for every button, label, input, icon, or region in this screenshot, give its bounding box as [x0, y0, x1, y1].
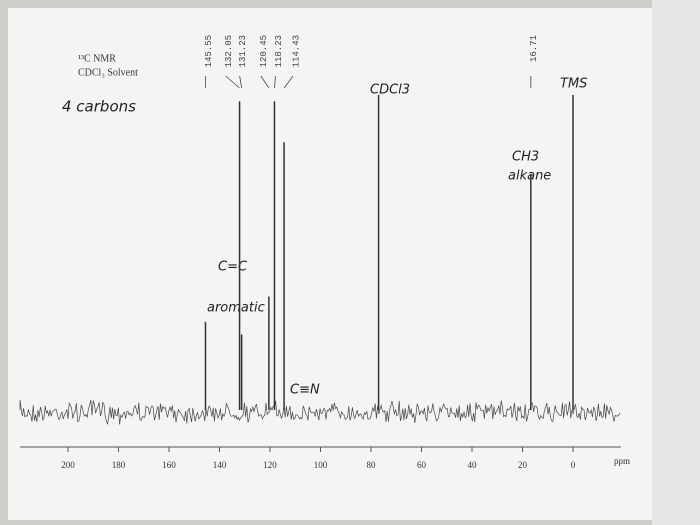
peak-label-leader	[225, 75, 240, 89]
peak-label-leader	[274, 75, 276, 89]
annotation: alkane	[508, 169, 551, 184]
x-tick-label: 180	[112, 460, 126, 470]
peak-label: 118.23	[274, 35, 284, 67]
x-tick-label: 0	[571, 460, 576, 470]
x-tick-label: 140	[213, 460, 227, 470]
peak-label: 131.23	[238, 35, 248, 67]
chart-subtitle: CDCl₃ Solvent	[78, 67, 138, 78]
peak-label: 120.45	[259, 35, 269, 67]
x-tick-label: 200	[61, 460, 75, 470]
peak-label: 114.43	[291, 35, 301, 67]
x-tick-label: 160	[162, 460, 176, 470]
x-tick-label: 20	[518, 460, 528, 470]
x-axis-label: ppm	[614, 456, 630, 466]
peak-label-leader	[239, 75, 243, 89]
x-tick-label: 60	[417, 460, 427, 470]
background-grid-paper	[652, 0, 700, 525]
annotation: TMS	[560, 77, 587, 92]
annotation: CH3	[512, 150, 539, 165]
chart-title: ¹³C NMR	[78, 53, 116, 64]
x-tick-label: 100	[314, 460, 328, 470]
annotation: aromatic	[207, 301, 265, 316]
annotation: C=C	[218, 260, 248, 275]
peak-label-leader	[283, 75, 294, 89]
x-tick-label: 120	[263, 460, 277, 470]
peak-label-leader	[260, 75, 270, 89]
annotation: 4 carbons	[62, 98, 136, 116]
peak-label: 145.55	[204, 35, 214, 67]
peak-label: 16.71	[529, 35, 539, 62]
x-tick-label: 80	[367, 460, 377, 470]
x-tick-label: 40	[468, 460, 478, 470]
paper	[8, 8, 652, 520]
baseline-noise	[19, 399, 621, 425]
annotation: CDCl3	[370, 83, 410, 98]
peak-label: 132.05	[224, 35, 234, 67]
annotation: C≡N	[290, 383, 320, 398]
